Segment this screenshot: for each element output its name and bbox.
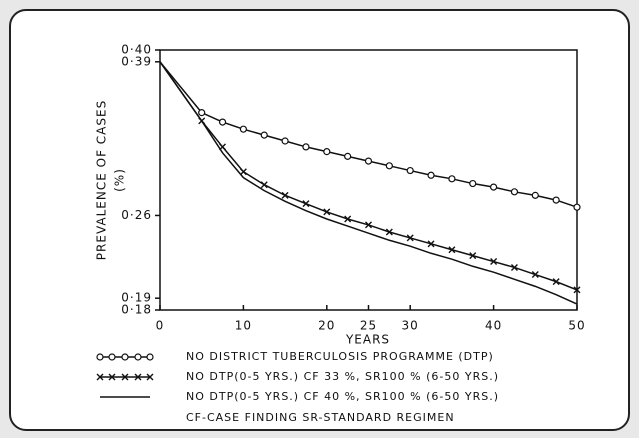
marker bbox=[239, 125, 247, 133]
frame bbox=[9, 9, 630, 431]
x-tick-label: 50 bbox=[568, 319, 585, 333]
marker bbox=[344, 152, 352, 160]
marker bbox=[490, 183, 498, 191]
legend-label: NO DTP(0-5 YRS.) CF 33 %, SR100 % (6-50 … bbox=[186, 370, 499, 383]
y-axis-unit: (%) bbox=[113, 168, 127, 192]
marker bbox=[552, 196, 560, 204]
marker bbox=[573, 286, 581, 294]
marker bbox=[134, 353, 142, 361]
marker bbox=[364, 157, 373, 165]
marker bbox=[573, 203, 581, 211]
note: CF-CASE FINDING SR-STANDARD REGIMEN bbox=[186, 411, 455, 424]
marker bbox=[490, 258, 498, 266]
marker bbox=[121, 353, 129, 361]
marker bbox=[281, 137, 289, 145]
x-axis-label: YEARS bbox=[345, 333, 390, 347]
marker bbox=[146, 373, 154, 381]
marker bbox=[218, 118, 227, 126]
marker bbox=[510, 188, 519, 196]
marker bbox=[108, 373, 116, 381]
marker bbox=[323, 208, 331, 216]
marker bbox=[531, 191, 539, 199]
marker bbox=[260, 181, 268, 189]
legend-label: NO DTP(0-5 YRS.) CF 40 %, SR100 % (6-50 … bbox=[186, 390, 499, 403]
marker bbox=[323, 148, 331, 156]
legend-label: NO DISTRICT TUBERCULOSIS PROGRAMME (DTP) bbox=[186, 350, 494, 363]
marker bbox=[344, 215, 352, 223]
marker bbox=[531, 271, 539, 279]
marker bbox=[146, 353, 154, 361]
marker bbox=[198, 109, 206, 117]
series-line bbox=[159, 61, 578, 291]
y-axis-label: PREVALENCE OF CASES bbox=[95, 100, 109, 260]
x-tick-label: 0 bbox=[156, 319, 165, 333]
marker bbox=[406, 166, 414, 175]
marker bbox=[427, 240, 435, 248]
x-tick-label: 10 bbox=[235, 319, 252, 333]
marker bbox=[121, 373, 129, 381]
marker bbox=[365, 221, 372, 229]
marker bbox=[108, 353, 116, 361]
x-tick-label: 20 bbox=[318, 319, 335, 333]
marker bbox=[385, 162, 393, 170]
marker bbox=[134, 373, 142, 381]
marker bbox=[96, 353, 104, 361]
marker bbox=[406, 234, 414, 242]
y-tick-label: 0·19 bbox=[121, 291, 152, 305]
x-tick-label: 25 bbox=[360, 319, 377, 333]
y-tick-label: 0·18 bbox=[121, 303, 152, 317]
marker bbox=[448, 246, 456, 254]
y-tick-label: 0·40 bbox=[121, 43, 152, 57]
marker bbox=[281, 191, 289, 199]
marker bbox=[239, 168, 247, 176]
marker bbox=[469, 252, 477, 260]
marker bbox=[260, 131, 268, 139]
marker bbox=[552, 278, 560, 286]
marker bbox=[469, 179, 477, 188]
marker bbox=[510, 263, 518, 271]
y-tick-label: 0·39 bbox=[121, 54, 152, 68]
marker bbox=[427, 171, 435, 179]
marker bbox=[448, 175, 456, 183]
marker bbox=[302, 200, 310, 208]
series-line bbox=[159, 61, 578, 305]
x-tick-label: 30 bbox=[402, 319, 419, 333]
marker bbox=[302, 143, 310, 151]
y-tick-label: 0·26 bbox=[121, 208, 152, 222]
x-tick-label: 40 bbox=[485, 319, 502, 333]
marker bbox=[96, 373, 104, 381]
marker bbox=[385, 228, 393, 236]
